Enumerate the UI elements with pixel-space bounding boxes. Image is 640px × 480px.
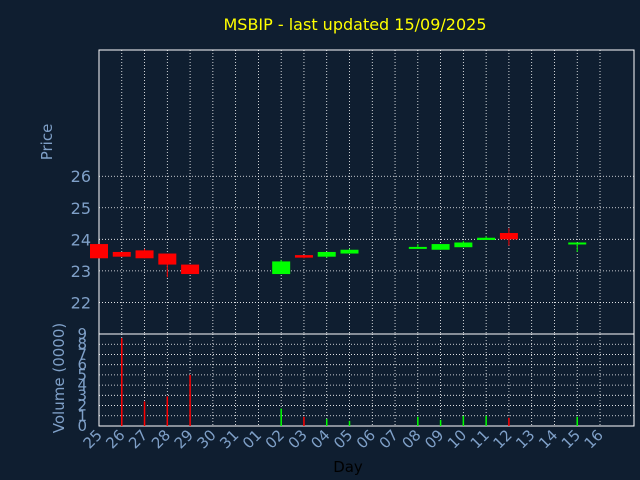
volume-bar bbox=[325, 418, 328, 426]
candle-body bbox=[90, 244, 108, 259]
volume-bar bbox=[189, 374, 191, 426]
candle-body bbox=[568, 242, 587, 245]
volume-bar bbox=[417, 416, 419, 426]
candle-body bbox=[294, 255, 313, 258]
volume-tick-label: 1 bbox=[77, 407, 87, 425]
price-panel: 22 23 24 25 26 bbox=[71, 49, 635, 335]
volume-tick-label: 0 bbox=[77, 417, 87, 435]
volume-tick-label: 9 bbox=[77, 325, 87, 343]
volume-tick-label: 3 bbox=[77, 386, 87, 404]
candle-body bbox=[135, 250, 154, 259]
x-axis-label: Day bbox=[333, 458, 363, 476]
volume-tick-label: 5 bbox=[77, 366, 87, 384]
price-frame bbox=[98, 49, 635, 335]
volume-bar bbox=[576, 416, 578, 426]
volume-tick-label: 6 bbox=[77, 356, 87, 374]
volume-tick-label: 2 bbox=[77, 397, 87, 415]
candle-body bbox=[317, 251, 336, 257]
volume-tick-label: 8 bbox=[77, 335, 87, 353]
candle-body bbox=[340, 249, 359, 254]
price-tick-label: 26 bbox=[71, 167, 91, 186]
candle-body bbox=[112, 251, 131, 257]
candle-body bbox=[272, 261, 291, 275]
candle-body bbox=[499, 233, 518, 240]
volume-bar bbox=[462, 415, 465, 426]
volume-bar bbox=[166, 396, 169, 426]
volume-tick-label: 7 bbox=[77, 345, 87, 363]
volume-bar bbox=[348, 420, 351, 426]
candle-body bbox=[158, 253, 177, 265]
volume-bar bbox=[143, 401, 146, 426]
volume-axis-label: Volume (0000) bbox=[50, 323, 68, 433]
volume-bar bbox=[485, 415, 487, 426]
candle-body bbox=[408, 246, 427, 249]
candle-body bbox=[431, 244, 450, 250]
x-tick-label: 16 bbox=[581, 426, 607, 452]
volume-bar bbox=[508, 417, 510, 426]
volume-bar bbox=[303, 416, 305, 426]
candle-body bbox=[477, 237, 496, 240]
price-tick-label: 22 bbox=[71, 293, 91, 312]
price-tick-label: 25 bbox=[71, 199, 91, 218]
volume-bar bbox=[121, 338, 123, 426]
candle-body bbox=[454, 242, 473, 248]
volume-panel: 0123456789252627282930310102030405060708… bbox=[77, 325, 635, 452]
volume-bar bbox=[280, 408, 282, 426]
volume-frame bbox=[98, 333, 635, 427]
volume-tick-label: 4 bbox=[77, 376, 87, 394]
price-tick-label: 23 bbox=[71, 262, 91, 281]
price-tick-label: 24 bbox=[71, 230, 91, 249]
volume-bar bbox=[439, 419, 442, 426]
price-axis-label: Price bbox=[38, 124, 56, 161]
candle-body bbox=[181, 264, 200, 275]
chart-title: MSBIP - last updated 15/09/2025 bbox=[223, 15, 486, 34]
